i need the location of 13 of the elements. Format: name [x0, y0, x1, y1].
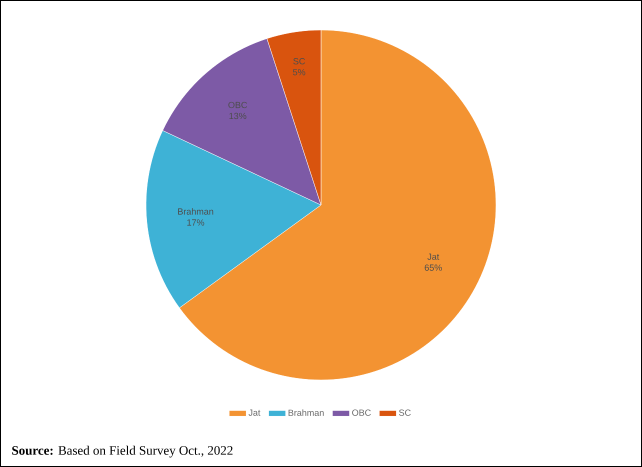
data-label: 5%: [292, 69, 306, 76]
legend-label: Jat: [248, 410, 260, 416]
slice-label: Brahman: [178, 208, 214, 215]
slice-label: SC: [293, 58, 306, 64]
legend-label: Brahman: [288, 409, 324, 416]
legend-label: OBC: [352, 410, 371, 416]
data-label: 13%: [229, 112, 246, 120]
legend-label: SC: [399, 410, 411, 416]
data-label: 65%: [424, 264, 442, 271]
text: Source: Based on Field Survey Oct., 2022: [12, 446, 233, 458]
slice-label: Jat: [427, 254, 440, 260]
data-label: 17%: [187, 219, 204, 226]
slice-label: OBC: [228, 102, 248, 108]
